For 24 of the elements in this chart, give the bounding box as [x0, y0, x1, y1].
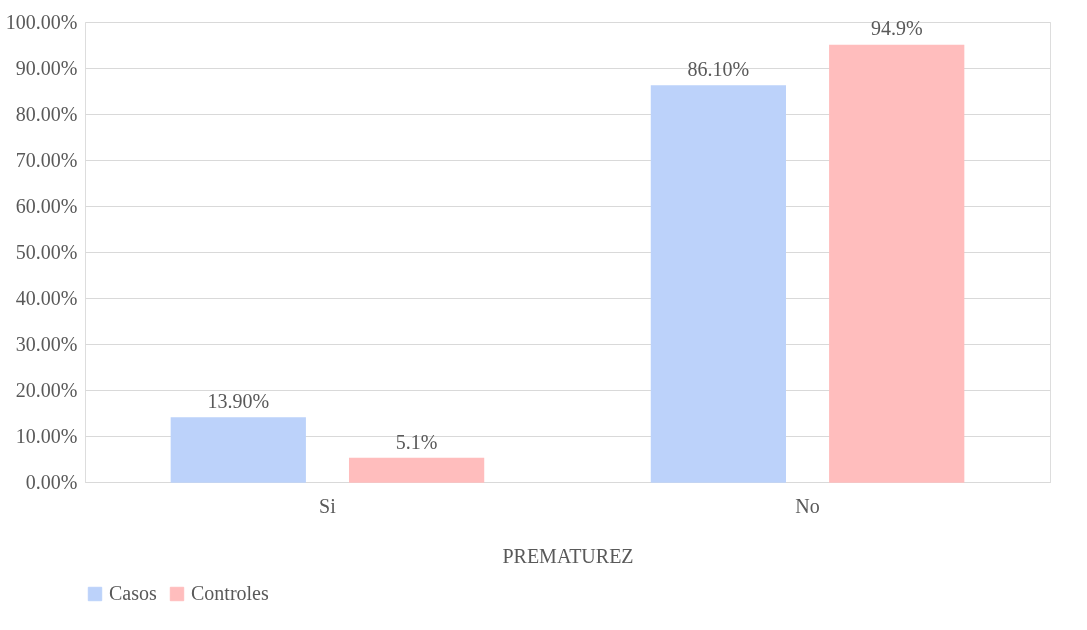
data-label: 94.9% [870, 17, 923, 40]
bar [829, 44, 965, 483]
y-tick-label: 80.00% [15, 102, 78, 125]
y-tick-label: 30.00% [15, 332, 78, 355]
y-tick-label: 90.00% [15, 56, 78, 79]
y-tick-label: 50.00% [15, 240, 78, 263]
data-label: 86.10% [687, 57, 750, 80]
legend-label: Casos [109, 582, 157, 604]
bar [650, 85, 787, 483]
x-axis-title: PREMATUREZ [502, 544, 634, 567]
y-tick-label: 100.00% [5, 10, 78, 33]
y-tick-label: 0.00% [25, 470, 78, 493]
data-label: 13.90% [207, 390, 270, 413]
y-tick-label: 40.00% [15, 286, 78, 309]
y-tick-label: 70.00% [15, 148, 78, 171]
x-tick-label: Si [319, 494, 337, 517]
bar [348, 457, 485, 483]
y-tick-label: 60.00% [15, 194, 78, 217]
y-tick-label: 10.00% [15, 424, 78, 447]
x-tick-label: No [795, 494, 820, 517]
y-tick-label: 20.00% [15, 378, 78, 401]
data-label: 5.1% [395, 430, 438, 453]
bar [170, 417, 306, 483]
legend-label: Controles [191, 582, 269, 604]
